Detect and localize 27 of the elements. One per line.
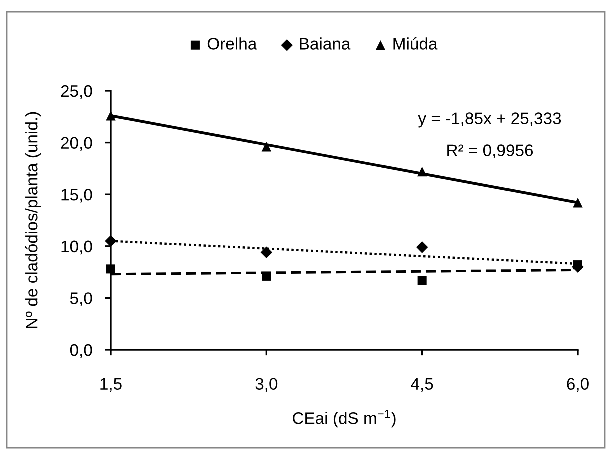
point: [417, 166, 428, 177]
x-tick-label: 3,0: [256, 378, 278, 392]
point: [105, 235, 117, 248]
point: [106, 264, 116, 274]
annotation: R² = 0,9956: [448, 144, 534, 158]
annotation: y = -1,85x + 25,333: [418, 112, 562, 128]
x-tick-label: 4,5: [411, 378, 434, 392]
y-tick-label: 5,0: [70, 292, 92, 306]
y-tick-label: 15,0: [62, 189, 92, 203]
point: [262, 142, 272, 152]
point: [260, 246, 273, 259]
y-tick-label: 25,0: [61, 85, 92, 100]
point: [262, 272, 272, 281]
y-tick-label: 20,0: [61, 137, 92, 151]
x-tick-label: 6,0: [567, 378, 589, 392]
point: [573, 198, 583, 208]
x-tick-label: 1,5: [100, 378, 122, 392]
y-axis-title: Nº de cladódios/planta (unid.): [25, 112, 42, 328]
point: [416, 242, 428, 254]
x-axis-title: CEai (dS m$^{−1}$): [293, 410, 396, 428]
legend-label: Orelha: [208, 38, 258, 50]
legend-label: Baiana: [300, 38, 351, 50]
point: [106, 111, 116, 121]
y-tick-label: 10,0: [62, 240, 92, 255]
legend-label: Miúda: [394, 37, 438, 50]
point: [418, 276, 427, 286]
y-tick-label: 0,0: [70, 344, 92, 358]
